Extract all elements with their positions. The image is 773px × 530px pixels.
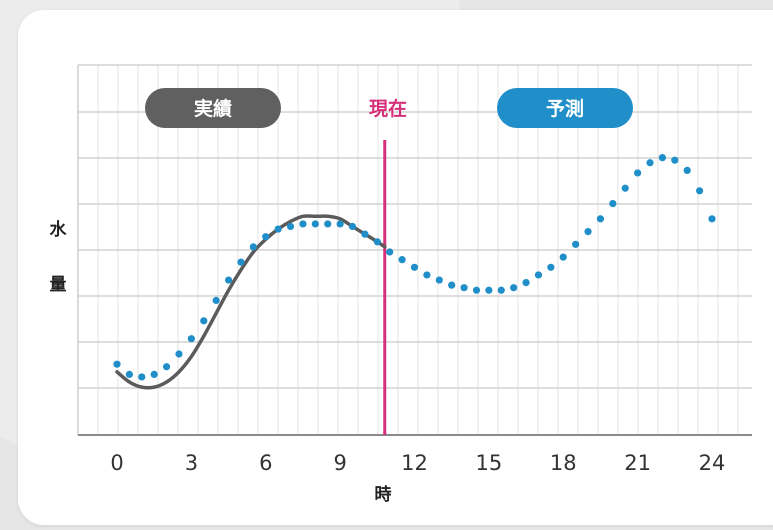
- forecast-point: [348, 222, 357, 231]
- legend-forecast-label: 予測: [546, 97, 584, 120]
- legend-actual-pill: [145, 88, 281, 128]
- forecast-point: [683, 166, 691, 174]
- forecast-point: [299, 220, 307, 228]
- forecast-point: [386, 248, 394, 256]
- axes: [77, 65, 752, 436]
- forecast-point: [274, 225, 282, 233]
- forecast-point: [224, 276, 233, 284]
- chart-card: [18, 10, 773, 525]
- forecast-point: [708, 215, 716, 223]
- legend-actual-label: 実績: [194, 97, 232, 120]
- forecast-point: [311, 220, 319, 228]
- forecast-point: [510, 284, 518, 292]
- forecast-point: [398, 256, 406, 264]
- forecast-point: [212, 296, 220, 305]
- forecast-point: [237, 258, 245, 266]
- x-tick-label: 9: [333, 451, 346, 475]
- forecast-point: [534, 271, 543, 279]
- x-tick-label: 15: [476, 451, 503, 475]
- forecast-point: [646, 159, 654, 167]
- forecast-point: [547, 263, 555, 271]
- forecast-point: [634, 169, 642, 177]
- x-axis-label: 時: [375, 484, 392, 505]
- forecast-point: [696, 187, 704, 195]
- forecast-point: [658, 154, 667, 162]
- forecast-point: [596, 215, 605, 223]
- x-tick-label: 21: [624, 451, 651, 475]
- forecast-point: [324, 220, 332, 228]
- forecast-point: [200, 317, 208, 325]
- x-tick-label: 0: [110, 451, 123, 475]
- forecast-point: [609, 199, 617, 208]
- forecast-point: [435, 276, 443, 284]
- forecast-point: [559, 253, 567, 261]
- y-axis-label-char: 水: [50, 219, 68, 240]
- forecast-point: [113, 360, 121, 368]
- x-tick-label: 12: [401, 451, 428, 475]
- forecast-point: [497, 286, 505, 294]
- x-tick-labels: 0 3 6 9 12 15 18 21 24: [110, 451, 725, 475]
- series-actual-line: [115, 214, 387, 390]
- forecast-point: [138, 373, 146, 381]
- y-axis-label-char: 量: [50, 274, 67, 295]
- forecast-point: [373, 238, 381, 246]
- legend-forecast-pill: [497, 88, 633, 128]
- forecast-point: [150, 370, 158, 378]
- forecast-point: [125, 370, 133, 378]
- forecast-point: [423, 271, 431, 279]
- forecast-point: [361, 230, 369, 238]
- forecast-point: [572, 240, 580, 248]
- x-tick-label: 6: [259, 451, 272, 475]
- x-tick-label: 3: [185, 451, 198, 475]
- x-tick-label: 24: [699, 451, 726, 475]
- forecast-point: [249, 243, 257, 251]
- series-forecast: [113, 154, 716, 381]
- forecast-point: [336, 220, 344, 228]
- legend: 実績 現在 予測: [145, 88, 633, 128]
- forecast-point: [621, 184, 629, 192]
- forecast-point: [584, 228, 592, 236]
- forecast-point: [187, 335, 195, 343]
- current-time-label: 現在: [369, 97, 407, 120]
- forecast-point: [162, 363, 171, 371]
- forecast-point: [460, 284, 468, 292]
- forecast-point: [262, 233, 270, 241]
- forecast-point: [522, 279, 530, 287]
- forecast-point: [410, 263, 419, 271]
- forecast-point: [472, 286, 481, 294]
- forecast-point: [671, 156, 679, 164]
- forecast-point: [448, 281, 456, 289]
- x-tick-label: 18: [550, 451, 577, 475]
- forecast-point: [485, 286, 493, 294]
- forecast-point: [175, 350, 183, 358]
- forecast-point: [286, 222, 295, 231]
- y-axis-label: 水 量: [50, 219, 68, 295]
